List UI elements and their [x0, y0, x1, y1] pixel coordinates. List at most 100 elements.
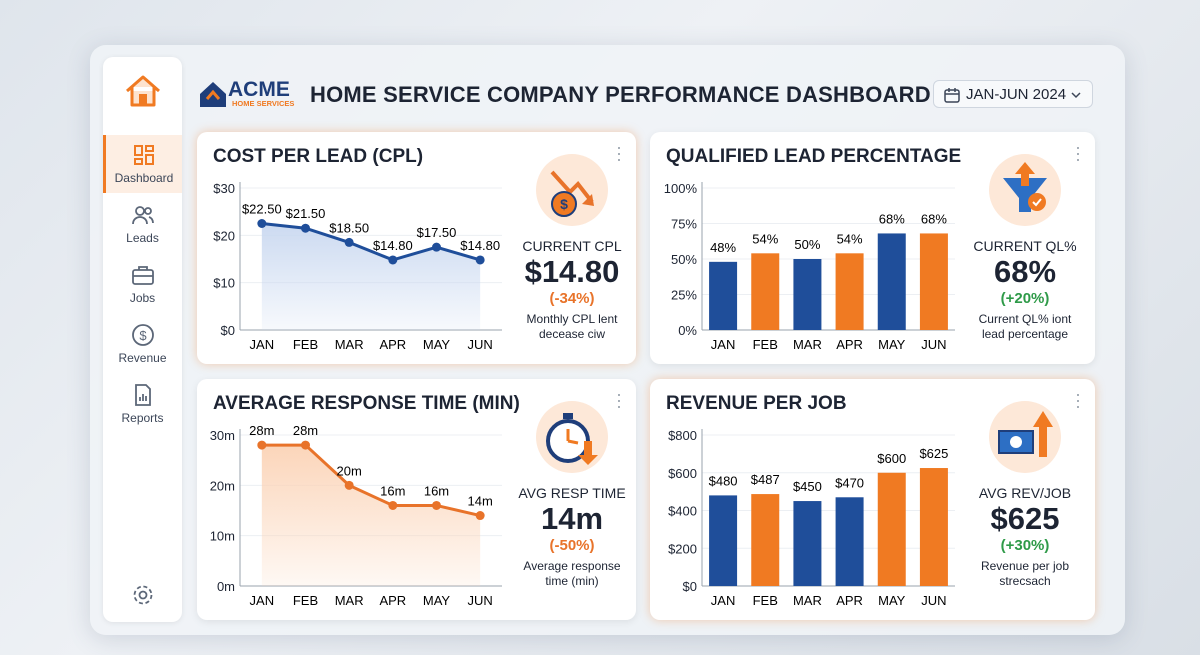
- nav-item[interactable]: Jobs: [103, 255, 182, 313]
- y-tick-label: $400: [668, 504, 697, 519]
- x-tick-label: APR: [836, 337, 863, 352]
- x-tick-label: APR: [836, 593, 863, 608]
- point: [388, 255, 398, 265]
- value-label: 16m: [380, 483, 405, 498]
- value-label: 28m: [293, 423, 318, 438]
- menu-dots[interactable]: · · ·: [616, 137, 622, 169]
- plot: 0% 25% 50% 75% 100% JAN FEB MAR APR MAY JUN 48% 54% 5…: [664, 154, 1061, 352]
- x-tick-label: MAR: [793, 337, 822, 352]
- card-title: QUALIFIED LEAD PERCENTAGE: [666, 146, 962, 167]
- x-tick-label: MAY: [878, 337, 906, 352]
- area: [261, 445, 481, 586]
- line: [261, 443, 481, 517]
- point: [301, 440, 310, 450]
- nav-item[interactable]: Reports: [103, 375, 182, 433]
- y-tick-label: 10m: [210, 529, 235, 544]
- x-tick-label: JUN: [921, 337, 946, 352]
- x-tick-label: FEB: [293, 593, 318, 608]
- x-tick-label: APR: [379, 337, 406, 352]
- y-tick-label: 50%: [671, 252, 697, 267]
- x-tick-label: JAN: [711, 593, 736, 608]
- point: [432, 242, 441, 252]
- point: [475, 511, 485, 521]
- value-label: 28m: [249, 423, 274, 438]
- date-picker[interactable]: JAN-JUN 2024: [933, 80, 1093, 108]
- kpi-note-line: time (min): [545, 574, 599, 588]
- plot: $0 $200 $400 $600 $800 JAN FEB MAR APR MAY JUN $480…: [668, 401, 1061, 608]
- y-tick-label: 30m: [210, 428, 235, 443]
- dashboard-title: HOME SERVICE COMPANY PERFORMANCE DASHBOA…: [310, 82, 931, 107]
- kpi-change: (-50%): [549, 537, 595, 554]
- menu-dots[interactable]: · · ·: [1075, 137, 1081, 169]
- logo-icon: [200, 82, 226, 107]
- bar: [919, 468, 948, 586]
- point: [257, 440, 267, 450]
- y-tick-label: $800: [668, 428, 697, 443]
- bar: [877, 233, 906, 330]
- nav-item[interactable]: Dashboard: [103, 135, 182, 193]
- x-tick-label: JUN: [468, 337, 493, 352]
- nav-label: Jobs: [129, 291, 156, 305]
- x-tick-label: MAY: [423, 337, 451, 352]
- card-title: REVENUE PER JOB: [666, 393, 847, 414]
- value-label: $22.50: [242, 202, 282, 217]
- value-label: $21.50: [286, 206, 326, 221]
- card: AVERAGE RESPONSE TIME (MIN) · · · 0m 10m 20m 30…: [197, 379, 636, 620]
- date-label: JAN-JUN 2024: [966, 86, 1067, 103]
- kpi-label: CURRENT QL%: [973, 238, 1077, 254]
- x-tick-label: JUN: [468, 593, 493, 608]
- x-tick-label: JAN: [250, 337, 275, 352]
- point: [257, 219, 267, 228]
- x-tick-label: APR: [379, 593, 406, 608]
- point: [344, 480, 354, 490]
- value-label: 48%: [710, 240, 736, 255]
- kpi-icon: [989, 154, 1061, 226]
- home-icon[interactable]: [123, 71, 163, 111]
- x-tick-label: MAR: [335, 593, 364, 608]
- plot: 0m 10m 20m 30m JAN FEB MAR APR MAY JUN 28m 28m 20m 16…: [210, 401, 608, 608]
- y-tick-label: 20m: [210, 478, 235, 493]
- bar: [709, 261, 738, 330]
- svg-text:$: $: [139, 328, 147, 343]
- kpi-note-line: Revenue per job: [980, 559, 1070, 573]
- brand-sub: HOME SERVICES: [232, 99, 295, 108]
- kpi-note-line: strecsach: [999, 574, 1051, 588]
- sidebar: Dashboard Leads Jobs $ Revenue Reports: [103, 57, 182, 622]
- x-tick-label: MAY: [423, 593, 451, 608]
- bar: [793, 501, 822, 586]
- bar: [835, 497, 864, 586]
- point: [475, 255, 485, 265]
- y-tick-label: $600: [668, 466, 697, 481]
- value-label: 14m: [468, 494, 493, 509]
- x-tick-label: FEB: [753, 593, 778, 608]
- y-tick-label: $0: [683, 579, 697, 594]
- bar: [877, 472, 906, 586]
- settings-icon[interactable]: [131, 583, 155, 607]
- value-label: 68%: [921, 211, 947, 226]
- bar: [793, 259, 822, 330]
- value-label: $480: [709, 473, 738, 488]
- bar: [709, 495, 738, 586]
- menu-dots[interactable]: · · ·: [1075, 384, 1081, 416]
- kpi-value: 14m: [540, 501, 604, 536]
- kpi-note-line: lead percentage: [981, 327, 1069, 341]
- kpi-note: Current QL% iont lead percentage: [950, 312, 1100, 342]
- value-label: $14.80: [460, 238, 500, 253]
- x-tick-label: JAN: [711, 337, 736, 352]
- kpi-note-line: Average response: [523, 559, 621, 573]
- kpi-icon: [989, 401, 1061, 473]
- nav-item[interactable]: Leads: [103, 195, 182, 253]
- menu-dots[interactable]: · · ·: [616, 384, 622, 416]
- x-tick-label: MAR: [793, 593, 822, 608]
- bar: [751, 494, 780, 586]
- svg-text:$: $: [560, 196, 568, 212]
- y-tick-label: $200: [668, 541, 697, 556]
- point: [301, 223, 310, 233]
- value-label: 50%: [794, 237, 820, 252]
- y-tick-label: $0: [221, 323, 235, 338]
- bar: [919, 233, 948, 330]
- y-tick-label: 25%: [671, 288, 697, 303]
- nav-label: Reports: [121, 411, 164, 425]
- nav-item[interactable]: $ Revenue: [103, 315, 182, 373]
